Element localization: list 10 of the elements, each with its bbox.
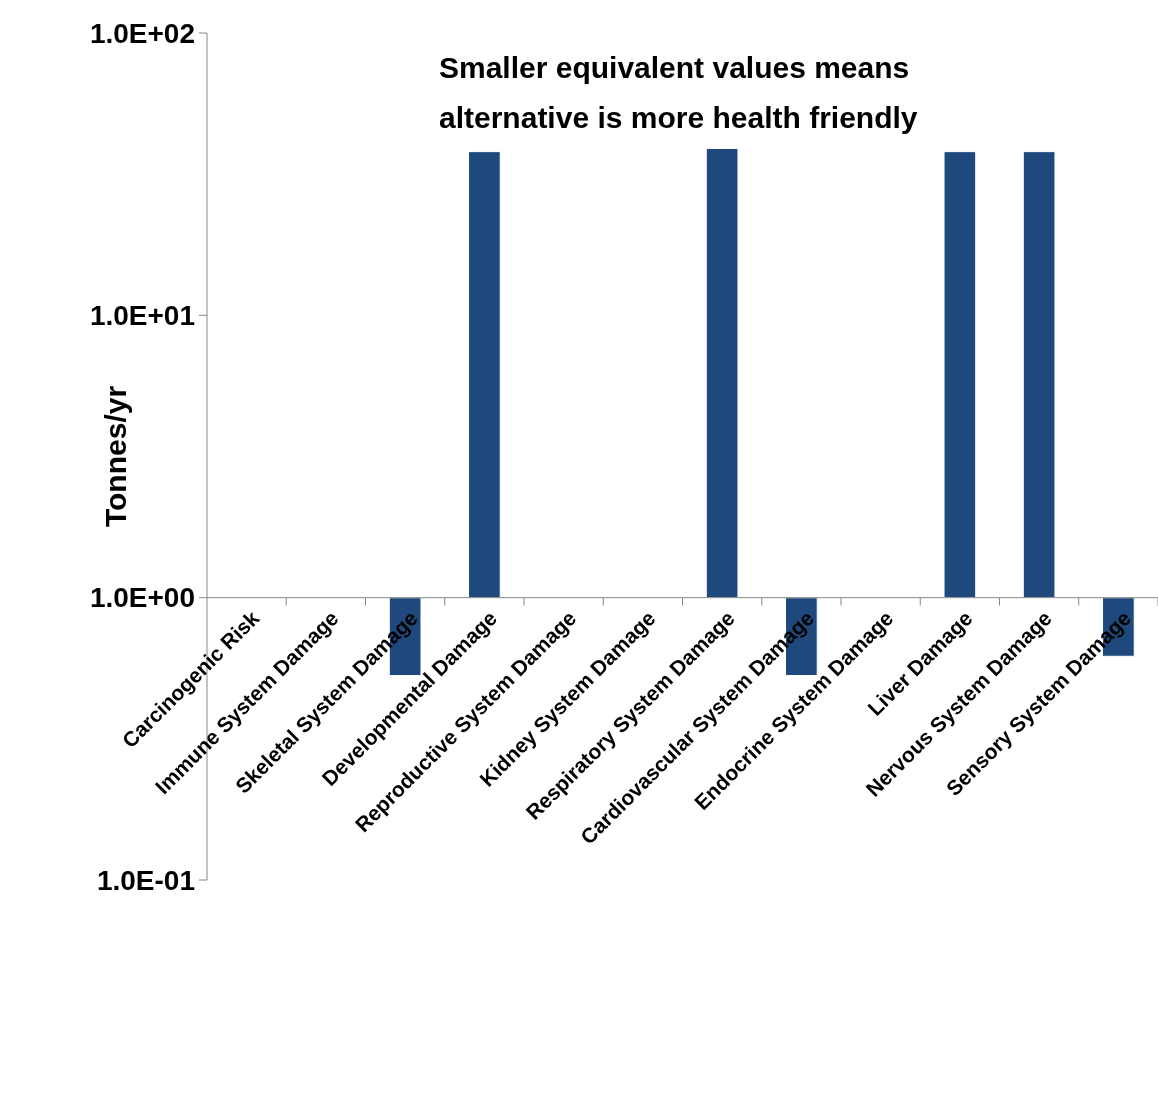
y-axis-title: Tonnes/yr: [99, 385, 132, 528]
y-tick-label: 1.0E-01: [96, 864, 195, 896]
y-tick-label: 1.0E+01: [89, 300, 195, 332]
annotation: Smaller equivalent values means alternative is more health friendly: [439, 51, 918, 134]
bar: [943, 151, 977, 599]
y-tick-label: 1.0E+00: [89, 582, 195, 614]
bar: [468, 151, 501, 599]
bar: [1022, 151, 1056, 599]
bar: [705, 147, 739, 599]
y-tick-label: 1.0E+02: [89, 17, 195, 49]
